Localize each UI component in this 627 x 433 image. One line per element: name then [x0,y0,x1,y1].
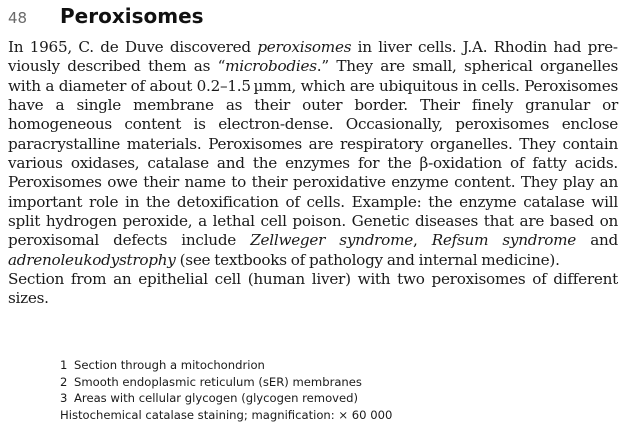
legend-item: 1 Section through a mitochondrion [60,357,392,374]
staining-note: Histochemical catalase staining; magnifi… [60,407,393,422]
term-refsum-syndrome: Refsum syndrome [431,231,577,250]
term-zellweger-syndrome: Zellweger syndrome [250,231,413,250]
term-microbodies: microbodies [225,57,317,76]
paragraph-figure-description: Section from an epithelial cell (human l… [8,270,618,308]
paragraph-intro: In 1965, C. de Duve discovered peroxisom… [8,38,618,270]
intro-text-1: In 1965, C. de Duve discovered [8,38,258,56]
legend-item: 3 Areas with cellular glycogen (glycogen … [60,390,392,407]
legend-item-number: 3 [60,391,68,405]
legend-item-label: Areas with cellular glycogen (glycogen r… [74,391,359,405]
legend-item: 2 Smooth endoplasmic reticulum (sER) memb… [60,374,392,391]
term-peroxisomes: peroxisomes [257,38,352,56]
term-adrenoleukodystrophy: adrenoleukodystrophy [8,250,176,269]
body-text: In 1965, C. de Duve discovered peroxisom… [8,38,618,309]
legend-item-number: 2 [60,374,68,389]
page-title: Peroxisomes [60,4,204,28]
legend-item-label: Smooth endoplasmic reticulum (sER) membr… [74,374,362,389]
page-header: 48 Peroxisomes [8,4,204,32]
figure-legend: 1 Section through a mitochondrion 2 Smooth… [60,357,392,423]
intro-text-4: , [412,231,432,250]
intro-text-3: .” They are small, spherical organelles … [8,57,618,250]
intro-text-5: and [576,231,618,250]
legend-item-label: Section through a mitochondrion [74,358,265,372]
page-number: 48 [8,9,28,27]
intro-text-2: in liver cells. J.A. Rhodin had pre­viou… [8,38,618,76]
legend-item-number: 1 [60,358,68,372]
intro-text-6: (see textbooks of pathology and internal… [175,250,560,269]
